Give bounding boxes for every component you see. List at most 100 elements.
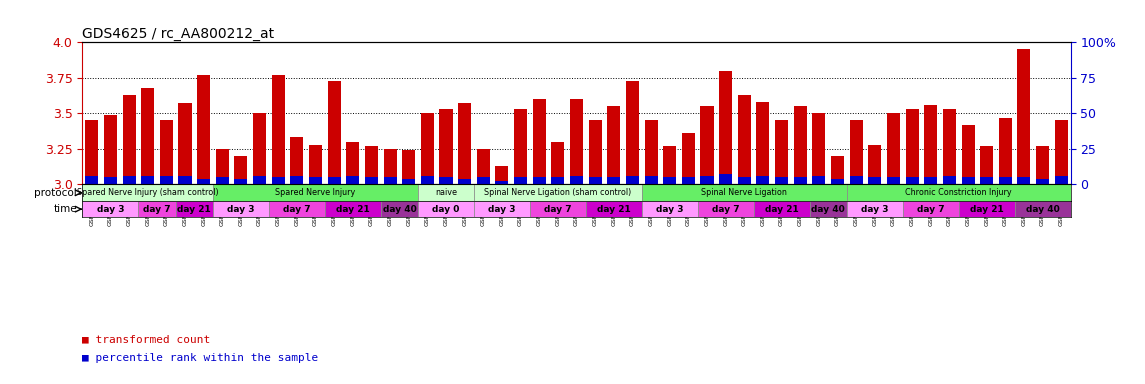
Bar [514,177,527,184]
Bar [958,201,1014,217]
Bar [215,177,229,184]
Bar [325,201,381,217]
Text: day 7: day 7 [283,205,310,214]
Bar [215,149,229,184]
Bar [552,142,564,184]
Bar [906,109,918,184]
Bar [719,174,732,184]
Text: day 40: day 40 [1026,205,1059,214]
Bar [868,144,882,184]
Bar [179,176,191,184]
Bar [440,109,452,184]
Bar [197,75,211,184]
Bar [104,115,117,184]
Bar [645,176,657,184]
Bar [1055,176,1068,184]
Text: time: time [53,204,77,214]
Bar [381,201,418,217]
Bar [253,176,266,184]
Bar [980,177,993,184]
Bar [812,176,826,184]
Bar [85,120,98,184]
Bar [123,95,135,184]
Bar [645,120,657,184]
Bar [175,201,213,217]
Text: protocol: protocol [34,188,77,198]
Bar [810,201,847,217]
Bar [757,176,769,184]
Bar [309,144,322,184]
Bar [924,105,938,184]
Bar [980,146,993,184]
Text: day 21: day 21 [177,205,211,214]
Bar [365,177,378,184]
Bar [812,113,826,184]
Bar [327,177,341,184]
Bar [235,179,247,184]
Bar [418,184,474,201]
Bar [271,177,285,184]
Text: day 7: day 7 [917,205,945,214]
Text: Spared Nerve Injury: Spared Nerve Injury [275,188,356,197]
Text: day 7: day 7 [143,205,171,214]
Text: day 40: day 40 [382,205,417,214]
Bar [421,176,434,184]
Text: GDS4625 / rc_AA800212_at: GDS4625 / rc_AA800212_at [82,27,275,41]
Bar [458,179,472,184]
Bar [737,95,751,184]
Bar [850,120,862,184]
Bar [271,75,285,184]
Bar [197,179,211,184]
Bar [552,177,564,184]
Text: day 21: day 21 [335,205,370,214]
Bar [496,182,508,184]
Bar [530,201,586,217]
Text: day 7: day 7 [712,205,740,214]
Text: day 3: day 3 [227,205,254,214]
Bar [141,88,155,184]
Bar [532,177,546,184]
Bar [847,201,902,217]
Bar [831,156,844,184]
Bar [160,176,173,184]
Bar [476,149,490,184]
Text: day 40: day 40 [812,205,845,214]
Bar [179,103,191,184]
Bar [235,156,247,184]
Bar [663,146,677,184]
Bar [962,125,974,184]
Bar [82,201,139,217]
Bar [291,137,303,184]
Bar [626,81,639,184]
Bar [793,106,807,184]
Text: day 7: day 7 [544,205,571,214]
Bar [1018,49,1030,184]
Bar [607,106,621,184]
Bar [85,176,98,184]
Bar [139,201,175,217]
Bar [924,177,938,184]
Bar [586,201,641,217]
Text: day 21: day 21 [970,205,1003,214]
Bar [418,201,474,217]
Text: naive: naive [435,188,457,197]
Bar [626,176,639,184]
Bar [213,184,418,201]
Bar [532,99,546,184]
Bar [589,120,601,184]
Bar [440,177,452,184]
Bar [697,201,753,217]
Text: day 21: day 21 [597,205,631,214]
Bar [346,176,360,184]
Bar [1014,201,1071,217]
Text: ■ transformed count: ■ transformed count [82,335,211,345]
Bar [160,120,173,184]
Bar [1036,146,1049,184]
Bar [681,177,695,184]
Bar [496,166,508,184]
Bar [213,201,269,217]
Bar [757,102,769,184]
Bar [847,184,1071,201]
Bar [589,177,601,184]
Bar [476,177,490,184]
